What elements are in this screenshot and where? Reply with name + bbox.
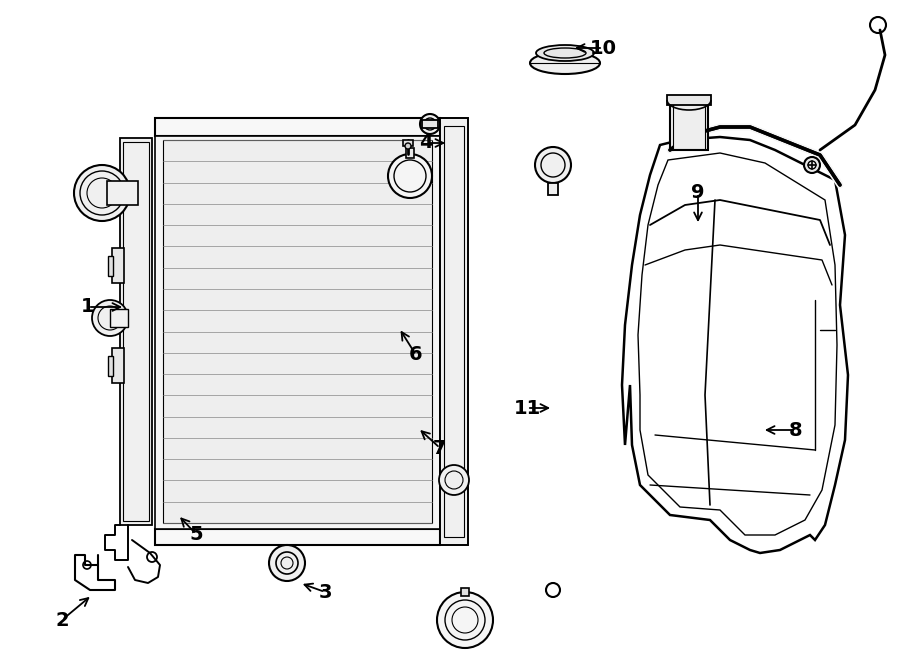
Ellipse shape [536, 45, 594, 61]
Text: 1: 1 [81, 297, 94, 317]
Bar [155, 118, 440, 136]
Bar [155, 136, 440, 529]
Circle shape [388, 154, 432, 198]
Circle shape [437, 592, 493, 648]
Bar [673, 103, 705, 149]
Circle shape [804, 157, 820, 173]
Bar [403, 140, 413, 146]
Bar [112, 348, 124, 383]
Bar [163, 140, 432, 523]
Bar [406, 148, 414, 158]
Bar [667, 95, 711, 105]
Bar [123, 142, 149, 521]
Circle shape [92, 300, 128, 336]
Circle shape [74, 165, 130, 221]
Bar [107, 181, 138, 205]
Text: 8: 8 [789, 420, 803, 440]
Circle shape [420, 114, 440, 134]
Bar [108, 256, 113, 276]
Text: 9: 9 [691, 184, 705, 202]
Ellipse shape [530, 52, 600, 74]
Bar [120, 138, 152, 525]
Bar [440, 118, 468, 545]
Bar [108, 356, 113, 376]
Polygon shape [622, 137, 848, 553]
Text: 11: 11 [513, 399, 541, 418]
Bar [422, 120, 438, 128]
Text: 3: 3 [319, 582, 332, 602]
Bar [112, 248, 124, 283]
Text: 5: 5 [189, 524, 202, 543]
Bar [155, 529, 440, 545]
Circle shape [535, 147, 571, 183]
Bar [548, 183, 558, 195]
Text: 6: 6 [410, 346, 423, 364]
Bar [444, 126, 464, 537]
Circle shape [439, 465, 469, 495]
Bar [461, 588, 469, 596]
Text: 10: 10 [590, 38, 616, 58]
Text: 7: 7 [433, 438, 446, 457]
Bar [670, 100, 708, 150]
Text: 2: 2 [55, 611, 68, 629]
Circle shape [405, 143, 411, 149]
Text: 4: 4 [419, 134, 433, 153]
Bar [110, 309, 128, 327]
Circle shape [269, 545, 305, 581]
